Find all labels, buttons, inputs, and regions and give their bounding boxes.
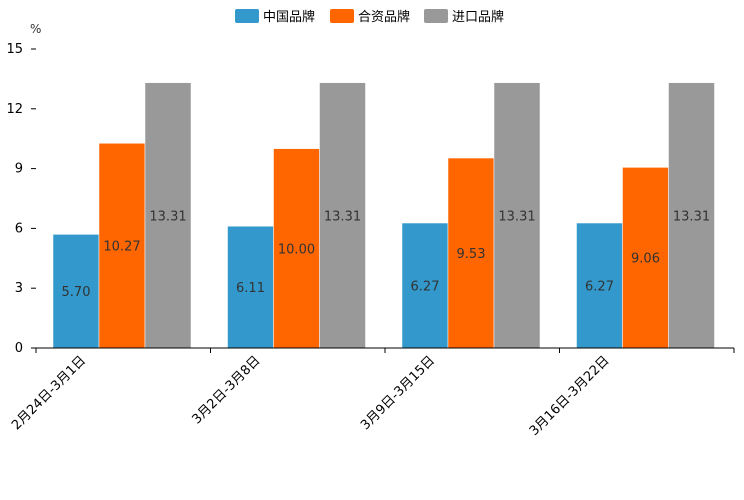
legend-label: 合资品牌 xyxy=(358,9,410,25)
bar-value-label: 6.11 xyxy=(236,281,265,296)
bar xyxy=(401,222,449,349)
y-axis-unit-label: % xyxy=(30,22,41,36)
x-axis: 2月24日-3月1日 3月2日-3月8日 3月9日-3月15日 3月16日-3月22日 xyxy=(9,347,735,439)
bar xyxy=(622,167,669,349)
bar xyxy=(319,82,366,349)
bar xyxy=(447,157,495,349)
bar-value-label: 9.53 xyxy=(457,247,486,262)
bar-value-label: 6.27 xyxy=(585,280,614,295)
legend-swatch xyxy=(330,9,354,23)
bar xyxy=(144,82,192,349)
bar xyxy=(668,82,715,349)
x-tick-label: 3月2日-3月8日 xyxy=(189,353,263,427)
bar-value-label: 13.31 xyxy=(498,209,535,224)
bar-value-label: 10.27 xyxy=(103,240,140,255)
bar xyxy=(273,148,320,349)
bar-value-label: 9.06 xyxy=(631,252,660,267)
bars: 5.70 10.27 13.31 6.11 10.00 13.31 6.27 9.53 13.3… xyxy=(52,82,715,349)
y-tick-label: 15 xyxy=(6,42,23,57)
y-tick-label: 3 xyxy=(15,281,23,296)
y-tick-label: 9 xyxy=(15,162,23,177)
legend-label: 进口品牌 xyxy=(452,9,504,25)
legend-label: 中国品牌 xyxy=(263,9,315,25)
legend-swatch xyxy=(424,9,448,23)
bar-value-label: 13.31 xyxy=(324,209,361,224)
bar xyxy=(576,222,623,349)
y-axis: 0 3 6 9 12 15 xyxy=(6,42,36,356)
legend-swatch xyxy=(235,9,259,23)
bar-value-label: 13.31 xyxy=(673,209,710,224)
y-tick-label: 6 xyxy=(15,221,23,236)
y-tick-label: 0 xyxy=(15,341,23,356)
bar xyxy=(227,225,274,349)
x-tick-label: 3月9日-3月15日 xyxy=(358,353,438,433)
bar-value-label: 6.27 xyxy=(411,280,440,295)
x-tick-label: 3月16日-3月22日 xyxy=(527,353,613,439)
y-tick-label: 12 xyxy=(6,102,23,117)
bar-value-label: 10.00 xyxy=(278,242,315,257)
legend: 中国品牌 合资品牌 进口品牌 xyxy=(235,9,504,25)
bar-value-label: 13.31 xyxy=(149,209,186,224)
x-tick-label: 2月24日-3月1日 xyxy=(9,353,89,433)
bar-value-label: 5.70 xyxy=(62,285,91,300)
